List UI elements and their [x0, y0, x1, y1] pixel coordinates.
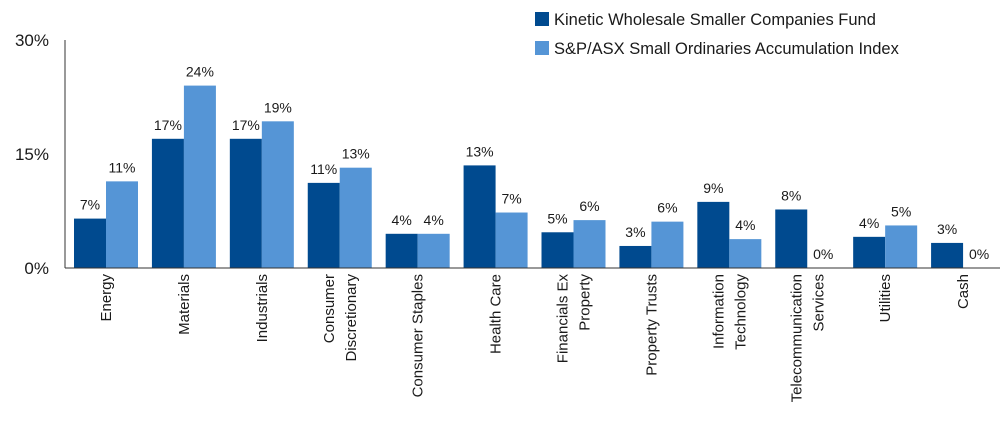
- legend: Kinetic Wholesale Smaller Companies Fund…: [535, 11, 900, 58]
- data-label: 4%: [735, 217, 755, 233]
- bar: [853, 236, 886, 268]
- legend-label: Kinetic Wholesale Smaller Companies Fund: [554, 11, 876, 29]
- category-label-line: Utilities: [877, 274, 894, 322]
- category-label-line: Health Care: [488, 274, 505, 354]
- data-label: 4%: [392, 212, 412, 228]
- bar: [229, 138, 262, 268]
- category-label-line: Services: [810, 274, 827, 332]
- data-label: 7%: [501, 191, 521, 207]
- bar: [573, 220, 606, 268]
- data-label: 8%: [781, 187, 801, 203]
- data-label: 17%: [154, 117, 182, 133]
- bar: [619, 245, 652, 268]
- bar: [385, 233, 418, 268]
- category-label-line: Financials Ex: [555, 274, 572, 364]
- bar: [307, 182, 340, 268]
- category-label: Telecommunication Services: [788, 274, 827, 402]
- x-axis: Energy Materials Industrials Consumer Discre…: [65, 267, 1000, 402]
- data-label: 6%: [657, 200, 677, 216]
- category-label-line: Industrials: [254, 274, 271, 342]
- category-label-line: Telecommunication: [788, 274, 805, 402]
- category-label-line: Information: [710, 274, 727, 349]
- data-label: 11%: [109, 159, 136, 175]
- category-label: Cash: [955, 274, 972, 309]
- category-label: Health Care: [488, 274, 505, 354]
- data-label: 13%: [342, 146, 370, 162]
- data-label: 3%: [937, 221, 957, 237]
- data-label: 24%: [186, 64, 214, 80]
- bar: [417, 233, 450, 268]
- bar: [261, 121, 294, 268]
- data-label: 0%: [969, 246, 989, 262]
- bar: [651, 221, 684, 268]
- y-tick-label: 0%: [24, 259, 49, 278]
- data-label: 19%: [264, 99, 292, 115]
- category-label: Materials: [176, 274, 193, 335]
- bar: [106, 181, 138, 268]
- category-label-line: Property: [577, 274, 594, 331]
- data-label: 5%: [891, 203, 911, 219]
- bar: [931, 242, 964, 268]
- data-label: 0%: [813, 246, 833, 262]
- bar: [541, 232, 574, 268]
- data-label: 17%: [232, 117, 260, 133]
- category-label-line: Property Trusts: [643, 274, 660, 376]
- bar: [729, 239, 762, 268]
- data-label: 11%: [310, 161, 337, 177]
- category-label: Financials Ex Property: [555, 274, 594, 364]
- bar: [697, 201, 730, 268]
- category-label-line: Cash: [955, 274, 972, 309]
- bar: [183, 85, 216, 268]
- category-label-line: Consumer: [321, 274, 338, 343]
- category-label: Property Trusts: [643, 274, 660, 376]
- data-label: 7%: [80, 197, 100, 213]
- bar: [74, 218, 106, 268]
- category-label: Information Technology: [710, 274, 749, 350]
- data-label: 6%: [579, 198, 599, 214]
- category-label-line: Technology: [732, 274, 749, 350]
- category-label-line: Energy: [98, 274, 115, 322]
- category-label-line: Consumer Staples: [410, 274, 427, 397]
- category-label: Consumer Discretionary: [321, 274, 360, 362]
- data-label: 5%: [547, 210, 567, 226]
- legend-label: S&P/ASX Small Ordinaries Accumulation In…: [554, 40, 900, 58]
- legend-swatch: [535, 12, 549, 26]
- category-label: Industrials: [254, 274, 271, 342]
- data-label: 4%: [859, 215, 879, 231]
- bars: 7%11%17%24%17%19%11%13%4% 4%13%7%5%6%3%6%…: [74, 64, 989, 268]
- bar: [463, 165, 496, 268]
- bar: [775, 209, 808, 268]
- bar: [151, 138, 184, 268]
- y-axis: 0% 15% 30%: [15, 31, 66, 278]
- category-label: Consumer Staples: [410, 274, 427, 397]
- y-tick-label: 15%: [15, 145, 49, 164]
- data-label: 13%: [466, 143, 494, 159]
- bar: [495, 212, 528, 268]
- category-label-line: Discretionary: [343, 274, 360, 362]
- category-label: Utilities: [877, 274, 894, 322]
- y-tick-label: 30%: [15, 31, 49, 50]
- data-label: 4%: [424, 212, 444, 228]
- bar: [339, 167, 372, 268]
- category-label: Energy: [98, 274, 115, 322]
- bar: [885, 225, 918, 268]
- category-label-line: Materials: [176, 274, 193, 335]
- data-label: 3%: [625, 224, 645, 240]
- legend-swatch: [535, 41, 549, 55]
- data-label: 9%: [703, 180, 723, 196]
